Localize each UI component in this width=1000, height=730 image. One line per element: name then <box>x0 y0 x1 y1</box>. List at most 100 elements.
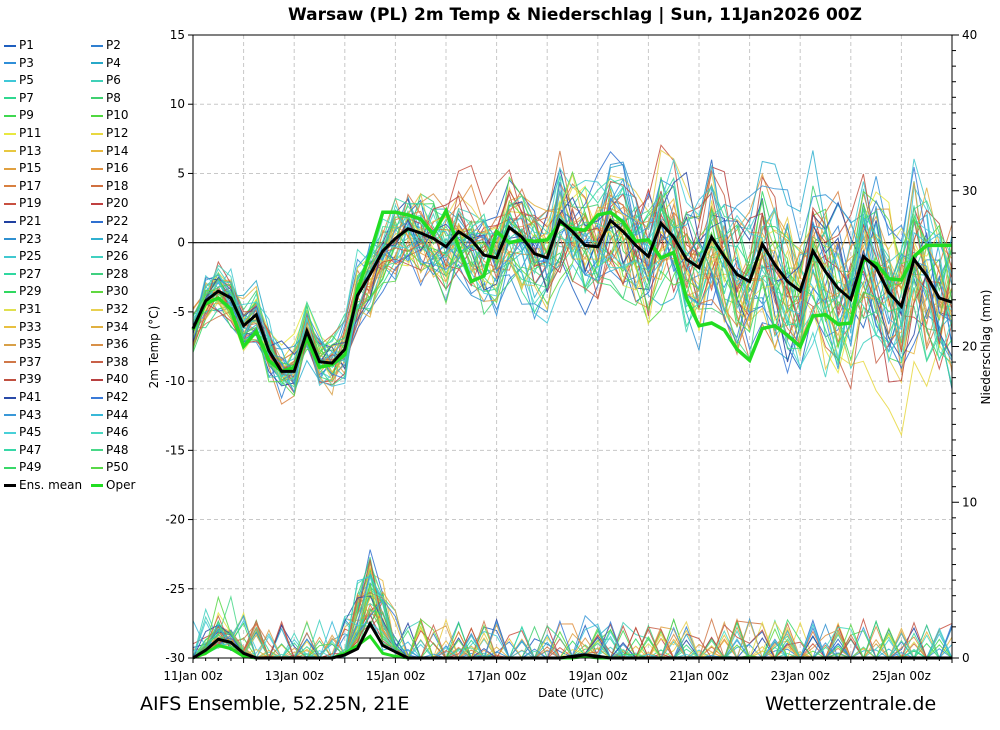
legend-item: P1 <box>4 38 34 52</box>
legend-item: P45 <box>4 425 42 439</box>
legend-swatch <box>91 361 103 364</box>
legend-item: P36 <box>91 337 129 351</box>
legend-label: P14 <box>106 143 129 158</box>
y2-axis-label: Niederschlag (mm) <box>979 290 993 405</box>
legend-swatch <box>91 255 103 258</box>
x-tick-label: 19Jan 00z <box>568 669 627 683</box>
legend-item: P14 <box>91 144 129 158</box>
legend-item: P50 <box>91 460 129 474</box>
legend-swatch <box>91 378 103 381</box>
legend-item: P3 <box>4 56 34 70</box>
legend-item: P28 <box>91 267 129 281</box>
legend-label: P25 <box>19 249 42 264</box>
member-precip-p1 <box>192 572 952 659</box>
y-tick-label: 15 <box>170 28 185 42</box>
legend-swatch <box>91 308 103 311</box>
model-info: AIFS Ensemble, 52.25N, 21E <box>140 693 410 715</box>
legend-swatch <box>91 185 103 188</box>
legend-item: Ens. mean <box>4 478 82 492</box>
legend-item: P2 <box>91 38 121 52</box>
legend-label: P33 <box>19 319 42 334</box>
legend-label: Ens. mean <box>19 478 83 492</box>
member-line-p33 <box>192 192 953 372</box>
legend-item: Oper <box>91 478 135 492</box>
legend-item: P24 <box>91 232 129 246</box>
legend-item: P38 <box>91 355 129 369</box>
legend-label: P18 <box>106 178 129 193</box>
legend-swatch <box>4 220 16 223</box>
legend-item: P6 <box>91 73 121 87</box>
legend-label: P49 <box>19 460 42 475</box>
legend-swatch <box>4 185 16 188</box>
legend-label: P43 <box>19 407 42 422</box>
legend-swatch <box>4 44 16 47</box>
y-tick-label: 10 <box>170 97 185 111</box>
legend-swatch <box>91 396 103 399</box>
x-tick-label: 11Jan 00z <box>163 669 222 683</box>
legend-label: P29 <box>19 284 42 299</box>
legend-item: P19 <box>4 196 42 210</box>
y2-tick-label: 40 <box>962 28 977 42</box>
legend-swatch <box>4 202 16 205</box>
legend-label: P46 <box>106 425 129 440</box>
legend-item: P8 <box>91 91 121 105</box>
legend-label: P5 <box>19 73 34 88</box>
legend-item: P41 <box>4 390 42 404</box>
legend-item: P26 <box>91 249 129 263</box>
legend-item: P29 <box>4 284 42 298</box>
legend-label: P27 <box>19 266 42 281</box>
x-tick-label: 25Jan 00z <box>872 669 931 683</box>
legend-swatch <box>4 326 16 329</box>
legend-label: P13 <box>19 143 42 158</box>
legend-label: P31 <box>19 302 42 316</box>
x-tick-label: 13Jan 00z <box>265 669 324 683</box>
legend-item: P27 <box>4 267 42 281</box>
legend-item: P35 <box>4 337 42 351</box>
member-line-p50 <box>192 170 953 397</box>
member-line-p30 <box>192 185 953 382</box>
legend-item: P20 <box>91 196 129 210</box>
legend-label: P17 <box>19 178 42 193</box>
legend-item: P17 <box>4 179 42 193</box>
legend-label: P3 <box>19 55 34 70</box>
legend-label: P42 <box>106 390 129 404</box>
legend-label: P28 <box>106 266 129 281</box>
legend-label: Oper <box>106 478 136 492</box>
legend-item: P11 <box>4 126 42 140</box>
legend-swatch <box>4 484 16 487</box>
legend-swatch <box>91 97 103 100</box>
legend-swatch <box>91 273 103 276</box>
legend-item: P34 <box>91 320 129 334</box>
legend-item: P22 <box>91 214 129 228</box>
legend-label: P41 <box>19 390 42 404</box>
legend-swatch <box>4 466 16 469</box>
legend-label: P32 <box>106 302 129 316</box>
legend-item: P7 <box>4 91 34 105</box>
legend-item: P5 <box>4 73 34 87</box>
legend-label: P22 <box>106 214 129 228</box>
legend-item: P39 <box>4 372 42 386</box>
legend-item: P23 <box>4 232 42 246</box>
x-tick-label: 23Jan 00z <box>771 669 830 683</box>
member-line-p40 <box>192 166 953 386</box>
legend-label: P4 <box>106 55 121 70</box>
legend-label: P19 <box>19 196 42 211</box>
legend-swatch <box>91 414 103 417</box>
legend-swatch <box>4 255 16 258</box>
legend-item: P13 <box>4 144 42 158</box>
legend-swatch <box>91 484 103 487</box>
legend-swatch <box>4 114 16 117</box>
legend-label: P36 <box>106 337 129 352</box>
legend-item: P4 <box>91 56 121 70</box>
legend-swatch <box>4 132 16 135</box>
x-tick-label: 21Jan 00z <box>669 669 728 683</box>
legend-label: P26 <box>106 249 129 264</box>
ensemble-members <box>192 144 953 437</box>
legend-swatch <box>4 343 16 346</box>
legend-item: P40 <box>91 372 129 386</box>
legend-swatch <box>4 414 16 417</box>
y2-tick-label: 10 <box>962 495 977 509</box>
legend-item: P33 <box>4 320 42 334</box>
legend-item: P15 <box>4 161 42 175</box>
